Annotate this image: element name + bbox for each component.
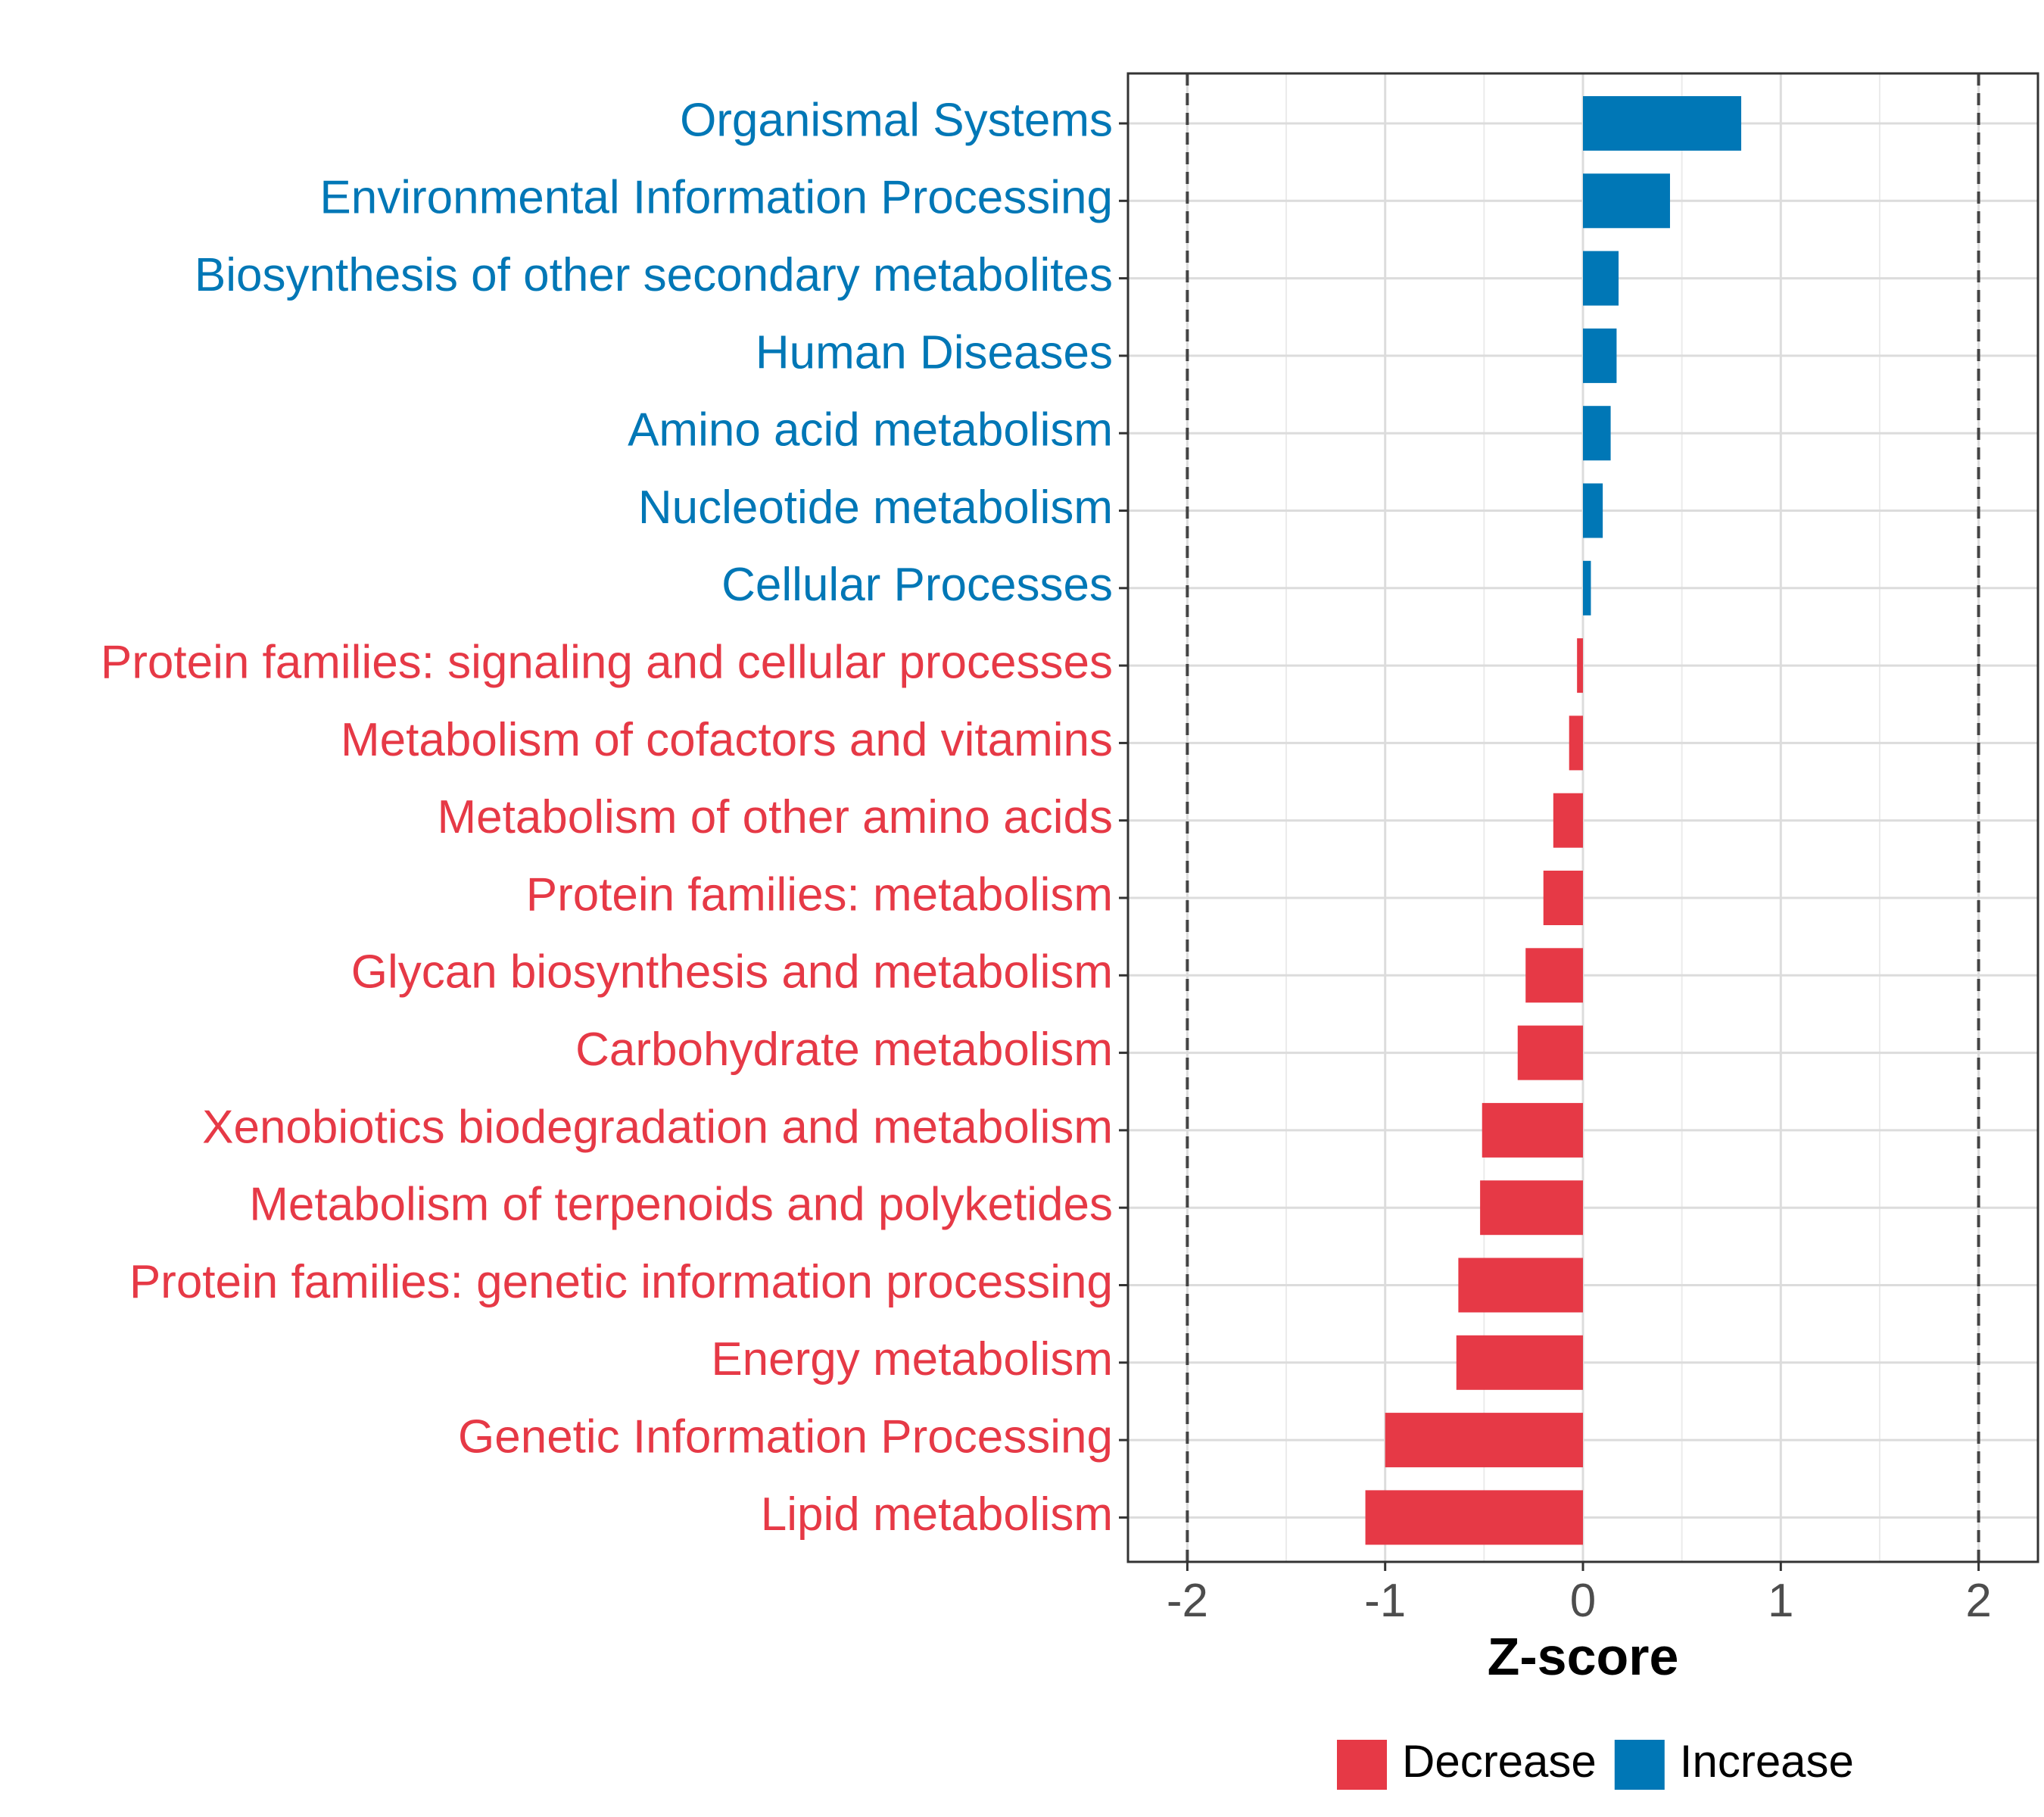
x-axis-ticks: -2 -1 0 1 2 [1167,1562,1992,1627]
bar [1480,1180,1583,1236]
category-label: Metabolism of terpenoids and polyketides [249,1179,1113,1231]
bar [1543,871,1583,925]
y-axis-category-labels: Organismal Systems Environmental Informat… [101,94,1113,1540]
category-label: Protein families: signaling and cellular… [101,636,1113,688]
bars-layer [1365,96,1742,1545]
category-label: Human Diseases [756,326,1113,379]
legend-label: Decrease [1402,1736,1597,1787]
bar [1583,328,1617,383]
bar [1482,1102,1583,1158]
bar [1385,1413,1583,1468]
category-label: Metabolism of other amino acids [437,791,1113,843]
bar [1583,483,1603,538]
legend-label: Increase [1680,1736,1854,1787]
category-label: Nucleotide metabolism [638,482,1113,534]
category-label: Xenobiotics biodegradation and metabolis… [202,1101,1113,1153]
category-label: Amino acid metabolism [628,404,1113,457]
category-label: Cellular Processes [721,559,1113,611]
bar [1583,406,1611,461]
bar [1569,715,1583,771]
category-label: Biosynthesis of other secondary metaboli… [195,249,1113,301]
legend-key [1337,1740,1387,1790]
x-tick-label: -1 [1364,1575,1406,1627]
category-label: Protein families: genetic information pr… [129,1256,1113,1308]
legend-key [1614,1740,1665,1790]
reference-lines [1186,73,1980,1562]
category-label: Metabolism of cofactors and vitamins [341,714,1113,766]
x-tick-label: 2 [1965,1575,1991,1627]
bar [1583,96,1742,151]
bar [1365,1490,1583,1545]
category-label: Protein families: metabolism [526,868,1113,921]
bar [1517,1025,1583,1080]
category-label: Genetic Information Processing [458,1410,1113,1463]
category-label: Environmental Information Processing [319,172,1113,224]
bar [1583,251,1619,306]
category-label: Organismal Systems [680,94,1113,146]
x-axis-title: Z-score [1488,1627,1679,1686]
bar [1553,793,1583,848]
bar [1456,1335,1583,1390]
legend: Decrease Increase [1337,1736,1854,1790]
x-tick-label: 0 [1570,1575,1596,1627]
bar [1525,948,1583,1003]
bar [1583,173,1670,229]
bar [1458,1258,1583,1313]
category-label: Energy metabolism [711,1333,1113,1385]
bar [1583,560,1591,616]
x-tick-label: 1 [1768,1575,1793,1627]
y-axis-ticks [1119,122,1128,1519]
category-label: Lipid metabolism [761,1488,1113,1541]
bar [1577,638,1583,693]
x-tick-label: -2 [1167,1575,1208,1627]
category-label: Carbohydrate metabolism [575,1024,1113,1076]
category-label: Glycan biosynthesis and metabolism [351,946,1113,999]
